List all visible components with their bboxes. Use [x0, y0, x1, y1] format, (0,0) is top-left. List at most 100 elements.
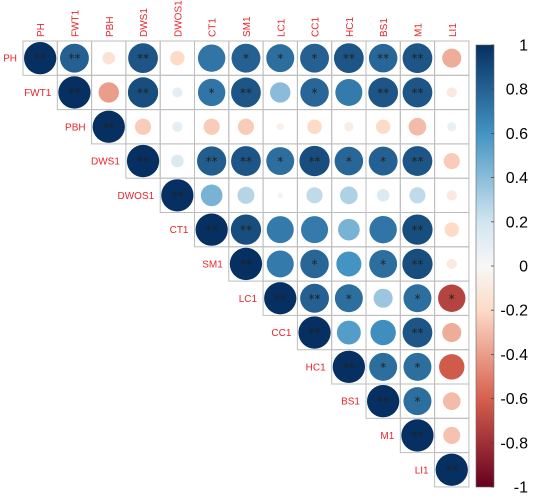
- corr-circle-ct1-m1: [402, 214, 433, 245]
- significance-marker: *: [380, 360, 386, 374]
- significance-marker: **: [206, 155, 218, 169]
- corr-circle-hc1-m1: [403, 352, 432, 381]
- corr-circle-lc1-lc1: [264, 282, 297, 315]
- corr-circle-fwt1-dwos1: [172, 87, 183, 98]
- corr-circle-sm1-cc1: [300, 249, 329, 279]
- corr-circle-ph-pbh: [102, 51, 116, 65]
- corr-circle-ct1-ct1: [195, 213, 228, 246]
- significance-marker: **: [377, 395, 389, 409]
- corr-circle-dwos1-hc1: [340, 186, 358, 205]
- corr-circle-dws1-dws1: [126, 144, 160, 178]
- corr-circle-pbh-ct1: [203, 118, 220, 135]
- corr-circle-cc1-li1: [442, 322, 462, 343]
- corr-circle-ph-fwt1: [60, 43, 89, 73]
- corr-circle-ph-m1: [402, 43, 433, 74]
- label-layer: PH FWT1 PBH DWS1 DWOS1 CT1 SM1 LC1 CC1 HC1 BS1 M1 LI…: [3, 0, 459, 476]
- row-label: CC1: [271, 328, 291, 339]
- corr-circle-lc1-bs1: [373, 288, 393, 308]
- corr-circle-pbh-dws1: [134, 118, 152, 135]
- corr-circle-sm1-sm1: [229, 247, 263, 281]
- grid-cell: [434, 452, 470, 488]
- corr-circle-fwt1-dws1: [127, 77, 159, 108]
- colorbar-tick-label: -0.6: [500, 391, 528, 408]
- colorbar-tick-label: 0.6: [506, 126, 528, 143]
- corr-circle-ct1-cc1: [301, 216, 329, 244]
- significance-marker: *: [414, 292, 420, 306]
- corr-circle-dwos1-bs1: [376, 189, 390, 202]
- corr-circle-pbh-cc1: [307, 119, 322, 134]
- significance-marker: *: [243, 52, 249, 66]
- significance-marker: **: [309, 326, 321, 340]
- corr-circle-dwos1-lc1: [277, 192, 284, 199]
- row-label: SM1: [202, 259, 223, 270]
- colorbar-tick-label: 0: [519, 259, 528, 276]
- column-label: BS1: [379, 18, 390, 37]
- corr-circle-ct1-lc1: [266, 216, 294, 244]
- grid-layer: [22, 40, 470, 488]
- corr-circle-ph-hc1: [333, 43, 364, 74]
- corr-circle-dws1-dwos1: [171, 154, 184, 168]
- significance-marker: *: [414, 360, 420, 374]
- significance-marker: **: [343, 52, 355, 66]
- column-label: CC1: [311, 17, 322, 37]
- corr-circle-sm1-m1: [402, 248, 433, 280]
- corr-circle-dws1-li1: [443, 152, 460, 170]
- corr-circle-ph-li1: [442, 48, 462, 68]
- corr-circle-lc1-hc1: [334, 284, 363, 313]
- corr-circle-fwt1-cc1: [300, 78, 329, 107]
- corr-circle-lc1-cc1: [300, 283, 329, 313]
- corr-circle-pbh-hc1: [344, 122, 354, 132]
- row-label: PH: [3, 54, 17, 65]
- corr-circle-fwt1-sm1: [231, 77, 261, 108]
- significance-marker: **: [171, 189, 183, 203]
- corr-circle-ph-cc1: [300, 43, 329, 73]
- row-label: HC1: [306, 362, 326, 373]
- corr-circle-fwt1-pbh: [98, 82, 119, 103]
- colorbar-tick-label: 0.8: [506, 82, 528, 99]
- corr-circle-ph-bs1: [368, 43, 398, 73]
- corr-circle-pbh-sm1: [237, 118, 255, 135]
- corr-circle-pbh-dwos1: [172, 121, 183, 132]
- corr-circle-fwt1-bs1: [368, 77, 399, 108]
- column-label: LI1: [448, 23, 459, 37]
- corr-circle-fwt1-hc1: [335, 78, 363, 106]
- corr-circle-fwt1-ct1: [197, 78, 226, 107]
- significance-marker: **: [411, 429, 423, 443]
- column-label: FWT1: [70, 9, 81, 37]
- corr-circle-fwt1-fwt1: [58, 76, 91, 109]
- significance-marker: **: [137, 86, 149, 100]
- corr-circle-ct1-bs1: [369, 215, 397, 244]
- corr-circle-sm1-bs1: [369, 249, 398, 278]
- row-label: PBH: [65, 122, 86, 133]
- corr-circle-hc1-hc1: [332, 350, 365, 383]
- significance-marker: **: [137, 52, 149, 66]
- corr-circle-dwos1-cc1: [306, 187, 323, 204]
- column-label: PBH: [105, 16, 116, 37]
- significance-marker: **: [240, 86, 252, 100]
- corr-circle-fwt1-m1: [402, 77, 433, 108]
- corr-circle-pbh-m1: [408, 117, 427, 136]
- corr-circle-lc1-li1: [438, 284, 466, 312]
- corr-circle-dws1-cc1: [299, 145, 330, 177]
- corr-circle-pbh-lc1: [276, 123, 284, 131]
- corr-circle-dws1-sm1: [231, 146, 261, 176]
- corr-circle-ct1-li1: [444, 222, 459, 237]
- significance-marker: *: [277, 52, 283, 66]
- significance-marker: *: [277, 155, 283, 169]
- significance-marker: *: [346, 292, 352, 306]
- row-label: CT1: [170, 225, 189, 236]
- significance-marker: **: [377, 52, 389, 66]
- corr-circle-ct1-sm1: [230, 214, 262, 245]
- significance-marker: *: [312, 52, 318, 66]
- significance-marker: *: [346, 155, 352, 169]
- column-label: LC1: [276, 18, 287, 37]
- significance-marker: **: [206, 223, 218, 237]
- significance-marker: **: [68, 52, 80, 66]
- significance-marker: *: [209, 86, 215, 100]
- significance-marker: **: [274, 292, 286, 306]
- corr-circle-dwos1-li1: [446, 190, 457, 201]
- column-label: CT1: [208, 18, 219, 37]
- significance-marker: *: [380, 155, 386, 169]
- corr-circle-ph-ct1: [197, 44, 226, 72]
